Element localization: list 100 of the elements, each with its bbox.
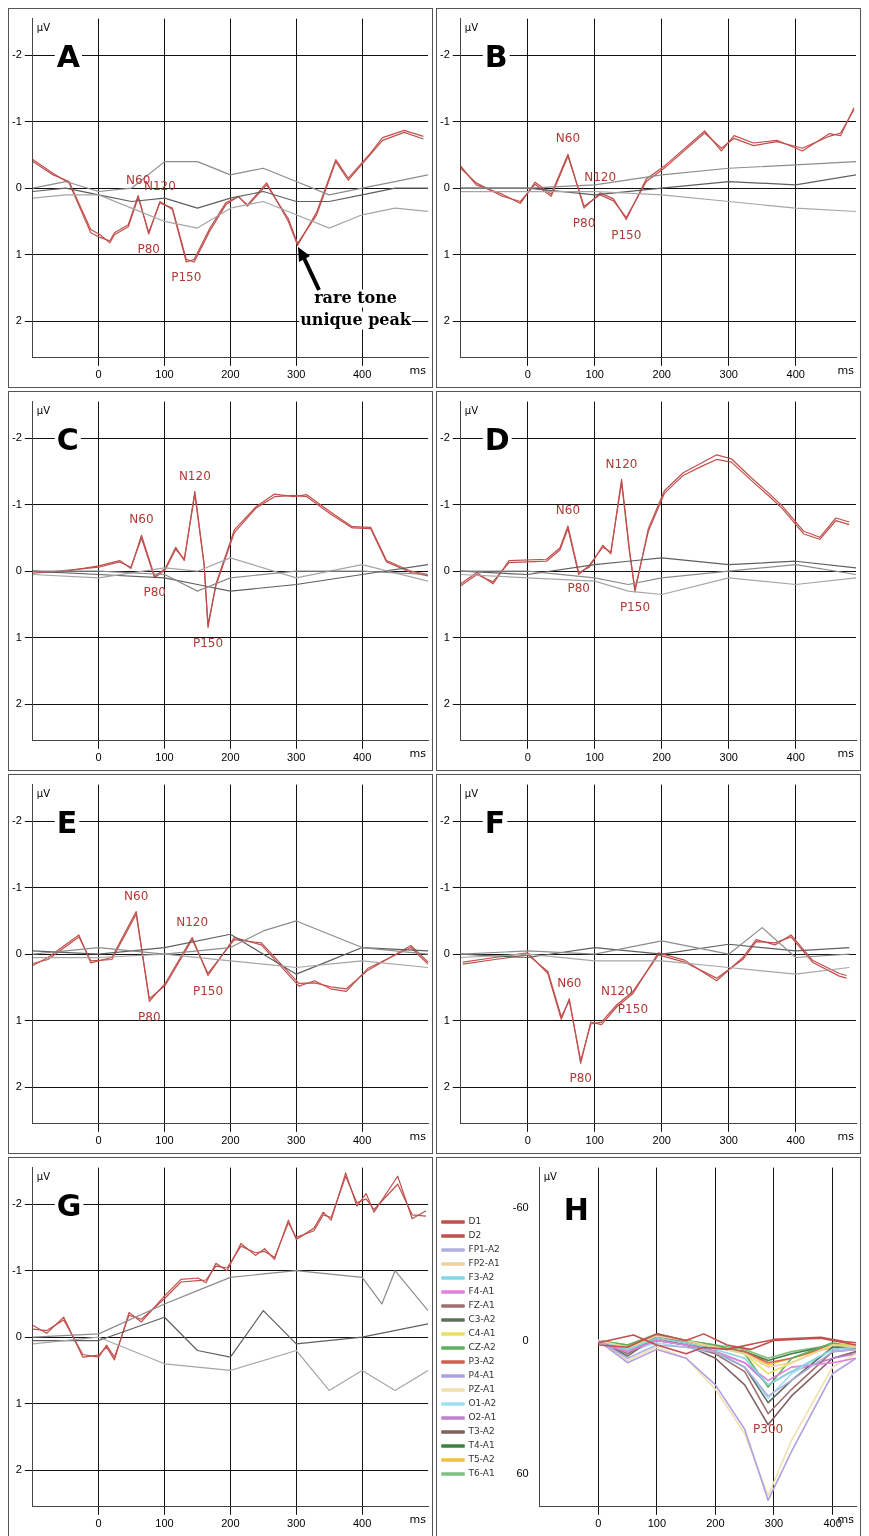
legend-label: C3-A2 [468,1314,496,1325]
annotation: P80 [137,242,160,257]
x-tick-label: 300 [719,751,738,764]
text: A [56,39,81,75]
annotation: P80 [567,580,590,595]
y-tick-label: 0 [15,947,22,960]
x-tick-label: 100 [155,751,174,764]
legend-label: FP2-A1 [468,1258,500,1269]
legend-label: FP1-A2 [468,1244,500,1255]
y-tick-label: 0 [15,181,22,194]
x-tick-label: 100 [155,1517,174,1530]
x-tick-label: 200 [652,751,671,764]
x-tick-label: 300 [764,1517,784,1530]
x-tick-label: 400 [352,368,372,381]
legend-label: T6-A1 [467,1468,495,1479]
x-tick-label: 200 [652,368,671,381]
y-tick-label: 0 [443,181,450,194]
annotation: P150 [617,1001,649,1016]
x-axis-title: ms [409,363,427,377]
x-tick-label: 0 [95,368,102,381]
y-tick-label: -1 [12,1263,22,1276]
x-tick-label: 200 [221,368,240,381]
text: D [484,422,510,458]
y-axis-title: µV [543,1170,558,1182]
y-axis-title: µV [36,1170,51,1182]
y-tick-label: -2 [12,48,22,61]
y-axis-title: µV [464,404,479,416]
x-axis-title: ms [409,1512,427,1526]
annotation: N60 [557,975,582,990]
y-tick-label: -1 [12,880,22,893]
y-tick-label: 0 [443,947,450,960]
x-tick-label: 200 [652,1134,671,1147]
text: G [56,1188,82,1224]
annotation: P80 [138,1009,161,1024]
y-axis-title: µV [36,787,51,799]
y-tick-label: 2 [15,697,22,710]
y-tick-label: 2 [443,697,450,710]
legend-label: C4-A1 [468,1328,496,1339]
y-axis-title: µV [36,404,51,416]
y-tick-label: 2 [443,314,450,327]
x-tick-label: 200 [221,1517,240,1530]
x-tick-label: 100 [585,1134,604,1147]
y-tick-label: -2 [440,48,450,61]
y-tick-label: 2 [443,1080,450,1093]
y-tick-label: -60 [512,1200,529,1213]
y-tick-label: -2 [12,431,22,444]
annotation: N120 [600,983,633,998]
y-tick-label: -1 [440,880,450,893]
y-axis-title: µV [464,21,479,33]
annotation: P150 [192,635,224,650]
legend-label: PZ-A1 [468,1384,495,1395]
legend-label: D2 [468,1230,482,1241]
x-tick-label: 100 [647,1517,666,1530]
y-tick-label: -2 [12,814,22,827]
x-axis-title: ms [409,1129,427,1143]
legend-label: T3-A2 [467,1426,495,1437]
legend-label: CZ-A2 [468,1342,496,1353]
x-tick-label: 400 [786,368,805,381]
x-axis-title: ms [409,746,427,760]
legend-label: T4-A1 [467,1440,495,1451]
y-tick-label: 2 [15,314,22,327]
x-tick-label: 200 [221,1134,240,1147]
x-tick-label: 0 [95,1134,102,1147]
x-tick-label: 0 [595,1517,602,1530]
annotation: N120 [176,914,209,929]
x-tick-label: 300 [719,1134,738,1147]
text: B [484,39,508,75]
annotation: N60 [124,888,149,903]
y-tick-label: 0 [15,1330,22,1343]
y-tick-label: -1 [12,497,22,510]
legend-label: O2-A1 [468,1412,497,1423]
annotation: P150 [611,227,642,242]
y-tick-label: 0 [522,1333,529,1346]
x-tick-label: 300 [719,368,738,381]
y-tick-label: 60 [516,1466,529,1479]
y-tick-label: -2 [440,814,450,827]
legend-label: P3-A2 [468,1356,495,1367]
x-axis-title: ms [837,1129,855,1143]
legend-label: F3-A2 [468,1272,495,1283]
annotation: N60 [129,512,154,527]
y-tick-label: 2 [15,1080,22,1093]
legend-label: O1-A2 [468,1398,497,1409]
x-tick-label: 400 [352,1517,372,1530]
y-axis-title: µV [36,21,51,33]
x-tick-label: 400 [352,751,372,764]
x-tick-label: 200 [706,1517,725,1530]
y-tick-label: 1 [15,630,22,643]
annotation: rare tone unique peak [300,288,412,330]
annotation: P150 [619,599,651,614]
x-tick-label: 100 [585,751,604,764]
annotation: N120 [178,468,211,483]
x-tick-label: 0 [95,1517,102,1530]
legend-label: P4-A1 [468,1370,495,1381]
legend-label: T5-A2 [467,1454,495,1465]
y-tick-label: -2 [12,1197,22,1210]
y-tick-label: 1 [15,247,22,260]
y-tick-label: 2 [15,1463,22,1476]
y-tick-label: 1 [15,1013,22,1026]
y-tick-label: 1 [443,630,450,643]
text: F [484,805,506,841]
